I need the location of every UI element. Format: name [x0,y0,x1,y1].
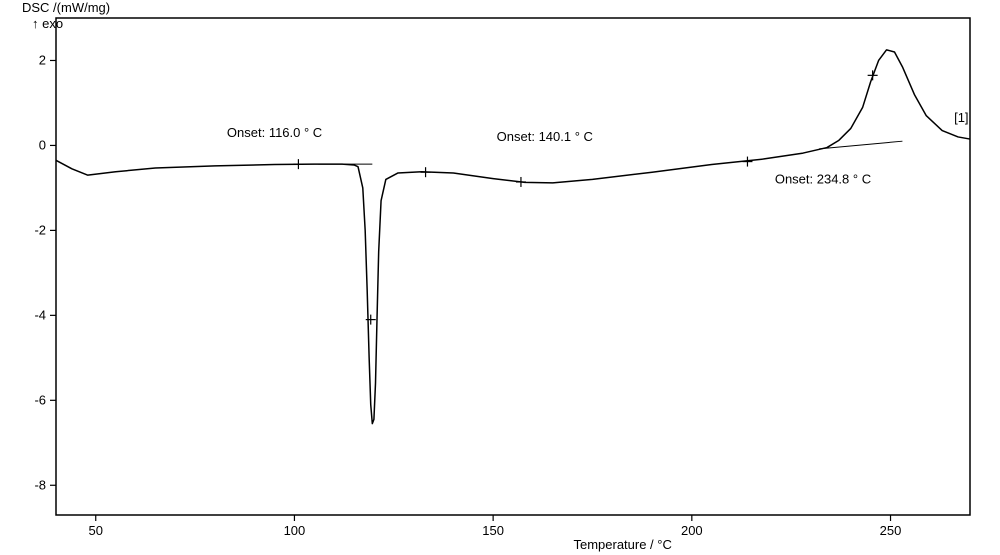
annotation-label: Onset: 116.0 ° C [227,125,322,140]
y-tick-label: -6 [34,392,46,407]
x-axis-label: Temperature / °C [573,537,671,552]
x-tick-label: 150 [482,523,504,538]
y-tick-label: 0 [39,137,46,152]
chart-svg: 50 100 150 200 250 -8 -6 -4 -2 0 2 DSC /(mW/mg)↑ ex… [0,0,1000,555]
x-tick-label: 250 [880,523,902,538]
chart-background [0,0,1000,555]
annotation-label: Onset: 234.8 ° C [775,172,871,187]
x-tick-label: 50 [89,523,103,538]
annotation-label: Onset: 140.1 ° C [497,129,593,144]
y-axis-exo-label: ↑ exo [32,16,63,31]
y-tick-label: 2 [39,52,46,67]
y-tick-label: -2 [34,222,46,237]
y-tick-label: -4 [34,307,46,322]
x-tick-label: 100 [284,523,306,538]
dsc-chart: 50 100 150 200 250 -8 -6 -4 -2 0 2 DSC /(mW/mg)↑ ex… [0,0,1000,555]
y-axis-label: DSC /(mW/mg) [22,0,110,15]
y-tick-label: -8 [34,477,46,492]
annotation-label: [1] [954,110,968,125]
x-tick-label: 200 [681,523,703,538]
